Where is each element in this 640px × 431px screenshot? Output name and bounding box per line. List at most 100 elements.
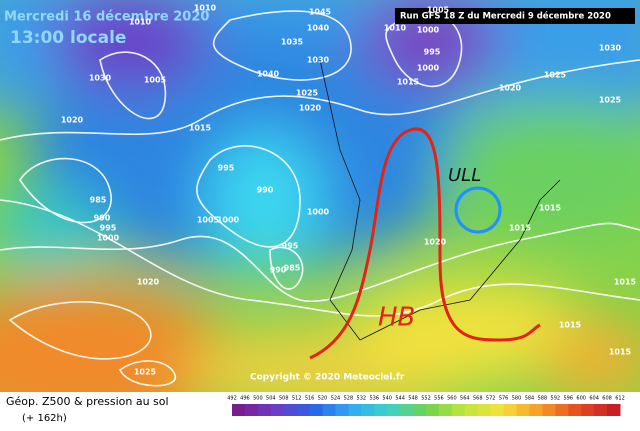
time-text: 13:00 locale xyxy=(10,28,126,48)
scale-swatch xyxy=(426,404,440,416)
scale-label: 544 xyxy=(395,396,405,402)
isobar-label: 1015 xyxy=(559,321,582,330)
isobar-label: 1020 xyxy=(424,238,447,247)
isobar-label: 1005 xyxy=(427,6,450,15)
scale-label: 492 xyxy=(227,396,237,402)
scale-swatch xyxy=(490,404,505,416)
isobar-label: 1015 xyxy=(189,124,212,133)
date-text: Mercredi 16 décembre 2020 xyxy=(4,10,209,25)
isobar-label: 1005 xyxy=(144,76,167,85)
scale-swatch xyxy=(257,404,272,416)
isobar-label: 1000 xyxy=(417,26,440,35)
scale-swatch xyxy=(594,404,608,416)
scale-label: 608 xyxy=(602,396,612,402)
scale-label: 508 xyxy=(279,396,289,402)
isobar-label: 1020 xyxy=(299,104,322,113)
scale-swatch xyxy=(413,404,427,416)
scale-swatch xyxy=(335,404,349,416)
isobar-label: 1010 xyxy=(384,24,407,33)
scale-swatch xyxy=(581,404,595,416)
scale-swatch xyxy=(232,404,246,416)
isobar-label: 1010 xyxy=(194,4,217,13)
scale-label: 500 xyxy=(253,396,263,402)
scale-swatch xyxy=(348,404,362,416)
scale-swatch xyxy=(464,404,479,416)
scale-label: 576 xyxy=(499,396,509,402)
scale-swatch xyxy=(283,404,298,416)
scale-swatch xyxy=(244,404,259,416)
copyright: Copyright © 2020 Meteociel.fr xyxy=(250,373,405,383)
color-scale: 492 496 500 504 508 512 516 520 524 528 532 536 540 5… xyxy=(227,396,625,416)
scale-swatch xyxy=(387,404,401,416)
scale-label: 596 xyxy=(563,396,573,402)
scale-swatch xyxy=(542,404,556,416)
isobar-label: 1015 xyxy=(539,204,562,213)
isobar-label: 1005 xyxy=(197,216,220,225)
isobar-label: 1015 xyxy=(614,278,637,287)
scale-swatch xyxy=(477,404,492,416)
scale-swatch xyxy=(322,404,336,416)
scale-label: 600 xyxy=(576,396,586,402)
isobar-label: 990 xyxy=(94,214,111,223)
scale-swatch xyxy=(607,404,621,416)
scale-label: 560 xyxy=(447,396,457,402)
scale-swatch xyxy=(309,404,324,416)
scale-label: 524 xyxy=(331,396,341,402)
isobar-label: 1000 xyxy=(97,234,120,243)
scale-label: 580 xyxy=(512,396,522,402)
isobar-label: 1040 xyxy=(257,70,280,79)
run-text: Run GFS 18 Z du Mercredi 9 décembre 2020 xyxy=(400,11,611,22)
scale-label: 548 xyxy=(408,396,418,402)
isobar-label: 1030 xyxy=(307,56,330,65)
scale-swatch xyxy=(503,404,518,416)
annotation: HB xyxy=(378,303,415,333)
footer-lead: (+ 162h) xyxy=(22,413,67,424)
scale-label: 528 xyxy=(344,396,354,402)
scale-label: 496 xyxy=(240,396,250,402)
run-box xyxy=(395,8,635,24)
scale-label: 520 xyxy=(318,396,328,402)
scale-label: 556 xyxy=(434,396,444,402)
scale-label: 540 xyxy=(382,396,392,402)
isobar-label: 1025 xyxy=(544,71,567,80)
isobar-label: 1000 xyxy=(307,208,330,217)
scale-label: 612 xyxy=(615,396,625,402)
isobar-label: 1000 xyxy=(417,64,440,73)
scale-label: 504 xyxy=(266,396,276,402)
scale-label: 532 xyxy=(357,396,367,402)
isobar-label: 1040 xyxy=(307,24,330,33)
scale-swatch xyxy=(374,404,388,416)
scale-swatch xyxy=(555,404,569,416)
annotation: ULL xyxy=(448,165,481,186)
scale-label: 592 xyxy=(551,396,561,402)
isobar-label: 1030 xyxy=(599,44,622,53)
isobar-label: 995 xyxy=(424,48,441,57)
scale-swatch xyxy=(270,404,285,416)
isobar-label: 1015 xyxy=(397,78,420,87)
isobar-label: 1020 xyxy=(137,278,160,287)
isobar-label: 995 xyxy=(282,242,299,251)
isobar-label: 1035 xyxy=(281,38,304,47)
isobar-label: 1010 xyxy=(129,18,152,27)
isobars xyxy=(0,10,640,387)
scale-label: 512 xyxy=(292,396,302,402)
isobar-label: 1000 xyxy=(217,216,240,225)
isobar-label: 990 xyxy=(270,266,287,275)
isobar-label: 1045 xyxy=(309,8,332,17)
scale-swatch xyxy=(451,404,466,416)
scale-label: 536 xyxy=(369,396,379,402)
scale-swatch xyxy=(516,404,530,416)
scale-swatch xyxy=(529,404,543,416)
isobar-label: 1020 xyxy=(499,84,522,93)
scale-label: 572 xyxy=(486,396,496,402)
scale-label: 564 xyxy=(460,396,470,402)
isobar-label: 1020 xyxy=(61,116,84,125)
scale-swatch xyxy=(438,404,453,416)
coastline xyxy=(319,59,561,341)
scale-label: 604 xyxy=(589,396,599,402)
scale-label: 516 xyxy=(305,396,315,402)
isobar-label: 985 xyxy=(284,264,301,273)
